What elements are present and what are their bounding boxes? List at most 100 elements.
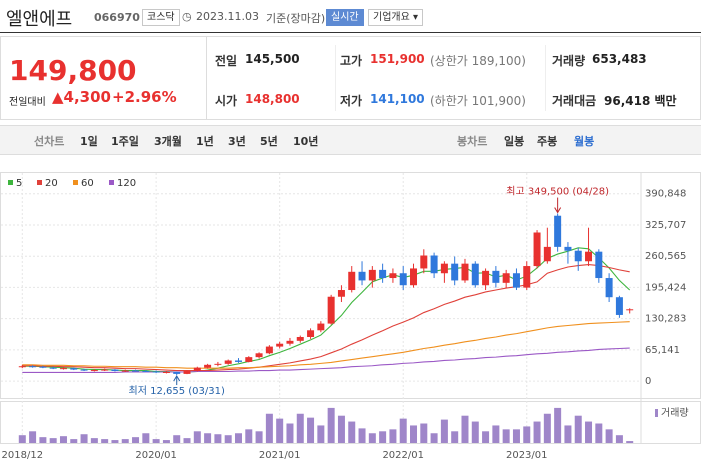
candle-body	[564, 246, 572, 251]
stat-label: 시가	[215, 94, 238, 108]
x-tick-label: 2020/01	[135, 450, 177, 461]
candle-body	[492, 270, 500, 283]
volume-bar	[605, 429, 613, 443]
candle-body	[554, 215, 562, 247]
change-label: 전일대비	[9, 97, 46, 108]
tab-group-label: 봉차트	[457, 135, 488, 148]
tab[interactable]: 5년	[260, 135, 278, 148]
candle-body	[605, 278, 613, 298]
candle-body	[183, 371, 191, 374]
tab-group-label: 선차트	[34, 135, 65, 148]
volume-bar	[132, 437, 140, 443]
volume-bar	[399, 418, 407, 443]
legend-label: 60	[81, 178, 94, 189]
volume-swatch	[655, 409, 658, 417]
volume-bar	[39, 437, 47, 443]
ma-line	[22, 321, 630, 369]
stat-value: 653,483	[592, 52, 647, 66]
candle-body	[626, 309, 634, 311]
volume-bar	[585, 421, 593, 443]
volume-bar	[111, 440, 119, 443]
y-tick-label: 260,565	[645, 251, 686, 262]
tab[interactable]: 1주일	[111, 135, 139, 148]
stat-extra: (하한가 101,900)	[430, 94, 526, 108]
volume-bar	[492, 425, 500, 443]
stat-label: 고가	[340, 54, 363, 68]
company-label: 기업개요	[373, 12, 410, 23]
tab[interactable]: 일봉	[504, 135, 525, 148]
candle-body	[574, 250, 582, 262]
tab[interactable]: 3년	[228, 135, 246, 148]
candle-body	[173, 371, 181, 374]
candle-body	[368, 269, 376, 281]
legend-swatch	[8, 180, 13, 185]
candle-body	[615, 297, 623, 315]
volume-bar	[471, 421, 479, 443]
realtime-button[interactable]: 실시간	[326, 9, 364, 26]
candle-body	[39, 366, 47, 368]
ma-line	[22, 347, 630, 374]
annotation: 최고 349,500 (04/28)	[506, 186, 609, 198]
candle-body	[585, 251, 593, 262]
volume-bar	[162, 440, 170, 443]
volume-bar	[461, 415, 469, 443]
stat-label: 거래대금	[552, 94, 597, 108]
volume-bar	[307, 417, 315, 443]
annotation-arrowhead	[173, 375, 181, 382]
volume-bar	[183, 438, 191, 443]
tab[interactable]: 10년	[293, 135, 319, 148]
candle-body	[595, 251, 603, 279]
price: 149,800	[9, 54, 137, 87]
volume-bar	[173, 435, 181, 443]
volume-bar	[49, 438, 57, 443]
candle-body	[276, 343, 284, 347]
candle-body	[307, 330, 315, 337]
volume-bar	[245, 429, 253, 443]
company-button[interactable]: 기업개요 ▾	[368, 9, 424, 26]
y-tick-label: 65,141	[645, 345, 680, 356]
candle-body	[204, 364, 212, 368]
volume-bar	[327, 407, 335, 443]
tab[interactable]: 1일	[80, 135, 98, 148]
volume-bar	[193, 431, 201, 443]
tab-bar	[0, 125, 701, 155]
candle-body	[286, 340, 294, 344]
volume-bar	[554, 407, 562, 443]
volume-bar	[564, 425, 572, 443]
clock-icon: ◷	[182, 10, 192, 23]
volume-label: 거래량	[661, 407, 689, 419]
candle-body	[379, 269, 387, 279]
candle-body	[420, 255, 428, 269]
x-tick-label: 2022/01	[382, 450, 424, 461]
candle-body	[152, 371, 160, 373]
candle-body	[502, 273, 510, 283]
legend-swatch	[109, 180, 114, 185]
tab[interactable]: 1년	[196, 135, 214, 148]
candle-body	[111, 369, 119, 372]
divider	[0, 32, 701, 33]
candle-body	[245, 357, 253, 362]
volume-bar	[296, 413, 304, 443]
candle-body	[512, 273, 520, 288]
candle-body	[471, 263, 479, 286]
tab[interactable]: 3개월	[154, 135, 182, 148]
volume-bar	[533, 421, 541, 443]
stat-value: 148,800	[245, 92, 300, 106]
volume-bar	[543, 413, 551, 443]
volume-bar	[440, 419, 448, 443]
candle-body	[543, 246, 551, 262]
candle-body	[440, 263, 448, 274]
tab[interactable]: 주봉	[537, 135, 558, 148]
candle-body	[80, 369, 88, 371]
candle-body	[49, 367, 57, 369]
volume-bar	[595, 423, 603, 443]
candle-body	[193, 367, 201, 372]
date: 2023.11.03	[196, 10, 259, 23]
stat-label: 전일	[215, 54, 238, 68]
change: ▲4,300	[52, 88, 111, 106]
market-tag: 코스닥	[142, 9, 180, 26]
volume-bar	[358, 428, 366, 443]
tab[interactable]: 월봉	[574, 135, 595, 148]
volume-bar	[410, 425, 418, 443]
volume-bar	[420, 423, 428, 443]
